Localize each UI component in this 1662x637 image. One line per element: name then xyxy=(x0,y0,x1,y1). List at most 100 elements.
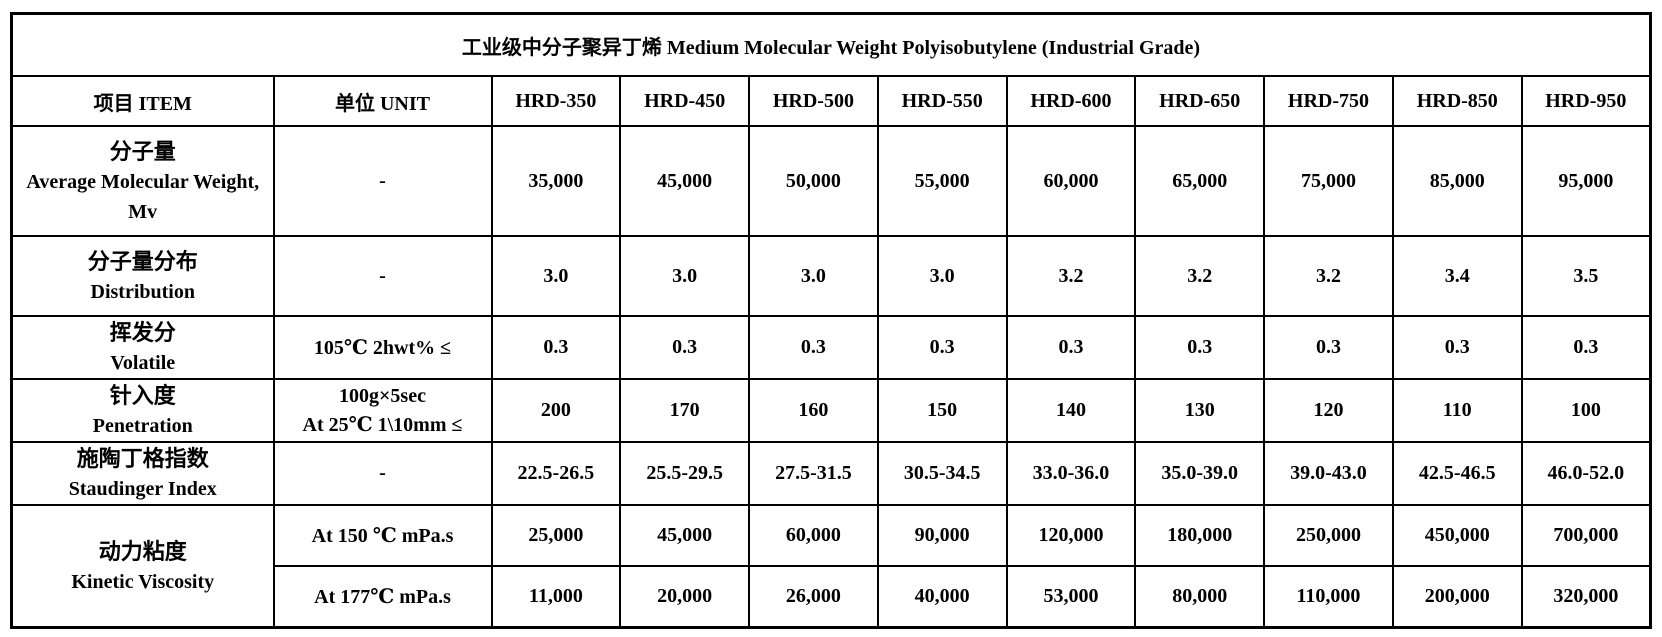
value-cell: 65,000 xyxy=(1134,125,1266,237)
value-cell: 160 xyxy=(748,378,879,443)
item-label-zh: 挥发分 xyxy=(109,320,176,345)
item-label-zh: 针入度 xyxy=(109,383,176,408)
value-cell: 3.2 xyxy=(1005,235,1137,317)
item-label-en: Average Molecular Weight, xyxy=(26,170,260,193)
value-cell: 3.4 xyxy=(1391,235,1523,317)
unit-cell: - xyxy=(272,125,493,237)
value-cell: 120,000 xyxy=(1005,504,1137,567)
item-cell: 分子量 Average Molecular Weight, Mv xyxy=(10,125,275,237)
col-header-grade-hrd650: HRD-650 xyxy=(1134,75,1266,127)
value-cell: 0.3 xyxy=(748,315,879,380)
row-penetration: 针入度 Penetration 100g×5sec At 25℃ 1\10mm … xyxy=(10,378,1652,443)
value-cell: 180,000 xyxy=(1134,504,1266,567)
value-cell: 45,000 xyxy=(619,125,751,237)
value-cell: 30.5-34.5 xyxy=(876,441,1008,506)
row-kinetic-viscosity-177: At 177℃ mPa.s 11,000 20,000 26,000 40,00… xyxy=(12,565,1652,629)
value-cell: 60,000 xyxy=(748,504,879,567)
value-cell: 3.5 xyxy=(1520,235,1652,317)
row-staudinger-index: 施陶丁格指数 Staudinger Index - 22.5-26.5 25.5… xyxy=(10,441,1652,506)
table-title: 工业级中分子聚异丁烯 Medium Molecular Weight Polyi… xyxy=(10,12,1652,77)
value-cell: 46.0-52.0 xyxy=(1520,441,1652,506)
item-cell: 挥发分 Volatile xyxy=(10,315,275,380)
col-header-grade-hrd450: HRD-450 xyxy=(619,75,751,127)
value-cell: 85,000 xyxy=(1391,125,1523,237)
value-cell: 3.2 xyxy=(1263,235,1394,317)
row-distribution: 分子量分布 Distribution - 3.0 3.0 3.0 3.0 3.2… xyxy=(10,235,1652,317)
value-cell: 120 xyxy=(1263,378,1394,443)
value-cell: 33.0-36.0 xyxy=(1005,441,1137,506)
value-cell: 26,000 xyxy=(748,565,879,629)
value-cell: 39.0-43.0 xyxy=(1263,441,1394,506)
value-cell: 0.3 xyxy=(619,315,751,380)
item-cell: 施陶丁格指数 Staudinger Index xyxy=(10,441,275,506)
col-header-grade-hrd600: HRD-600 xyxy=(1005,75,1137,127)
item-label-zh: 施陶丁格指数 xyxy=(76,446,209,471)
value-cell: 150 xyxy=(876,378,1008,443)
value-cell: 50,000 xyxy=(748,125,879,237)
value-cell: 140 xyxy=(1005,378,1137,443)
row-kinetic-viscosity-150: 动力粘度 Kinetic Viscosity At 150 ℃ mPa.s 25… xyxy=(10,504,1652,629)
item-cell-kinetic-viscosity: 动力粘度 Kinetic Viscosity xyxy=(10,504,275,629)
value-cell: 42.5-46.5 xyxy=(1391,441,1523,506)
col-header-grade-hrd550: HRD-550 xyxy=(876,75,1008,127)
value-cell: 80,000 xyxy=(1134,565,1266,629)
value-cell: 170 xyxy=(619,378,751,443)
value-cell: 130 xyxy=(1134,378,1266,443)
item-label-zh: 动力粘度 xyxy=(98,538,187,564)
value-cell: 250,000 xyxy=(1263,504,1394,567)
item-label-en: Distribution xyxy=(90,280,195,303)
value-cell: 100 xyxy=(1520,378,1652,443)
col-header-grade-hrd350: HRD-350 xyxy=(490,75,622,127)
unit-cell: At 177℃ mPa.s xyxy=(272,565,493,629)
value-cell: 0.3 xyxy=(490,315,622,380)
col-header-grade-hrd850: HRD-850 xyxy=(1391,75,1523,127)
unit-cell: 105℃ 2hwt% ≤ xyxy=(272,315,493,380)
col-header-grade-hrd950: HRD-950 xyxy=(1520,75,1652,127)
value-cell: 11,000 xyxy=(490,565,622,629)
unit-line-1: 100g×5sec xyxy=(339,384,426,407)
col-header-unit: 单位 UNIT xyxy=(272,75,493,127)
value-cell: 320,000 xyxy=(1520,565,1652,629)
unit-cell: At 150 ℃ mPa.s xyxy=(272,504,493,567)
value-cell: 110 xyxy=(1391,378,1523,443)
value-cell: 450,000 xyxy=(1391,504,1523,567)
value-cell: 90,000 xyxy=(876,504,1008,567)
value-cell: 35.0-39.0 xyxy=(1134,441,1266,506)
value-cell: 3.0 xyxy=(490,235,622,317)
value-cell: 0.3 xyxy=(876,315,1008,380)
value-cell: 200,000 xyxy=(1391,565,1523,629)
item-label-en: Staudinger Index xyxy=(68,478,217,500)
item-label-zh: 分子量分布 xyxy=(87,248,198,274)
value-cell: 35,000 xyxy=(490,125,622,237)
value-cell: 700,000 xyxy=(1520,504,1652,567)
value-cell: 25.5-29.5 xyxy=(619,441,751,506)
value-cell: 45,000 xyxy=(619,504,751,567)
value-cell: 40,000 xyxy=(876,565,1008,629)
value-cell: 27.5-31.5 xyxy=(748,441,879,506)
value-cell: 0.3 xyxy=(1520,315,1652,380)
polyisobutylene-spec-table: 工业级中分子聚异丁烯 Medium Molecular Weight Polyi… xyxy=(10,12,1652,629)
col-header-grade-hrd500: HRD-500 xyxy=(748,75,879,127)
item-label-en: Volatile xyxy=(110,352,176,374)
value-cell: 20,000 xyxy=(619,565,751,629)
value-cell: 60,000 xyxy=(1005,125,1137,237)
col-header-grade-hrd750: HRD-750 xyxy=(1263,75,1394,127)
item-cell: 针入度 Penetration xyxy=(10,378,275,443)
value-cell: 53,000 xyxy=(1005,565,1137,629)
value-cell: 95,000 xyxy=(1520,125,1652,237)
value-cell: 25,000 xyxy=(490,504,622,567)
value-cell: 3.2 xyxy=(1134,235,1266,317)
item-label-en2: Mv xyxy=(128,200,158,223)
unit-line-2: At 25℃ 1\10mm ≤ xyxy=(302,413,463,436)
value-cell: 75,000 xyxy=(1263,125,1394,237)
value-cell: 0.3 xyxy=(1005,315,1137,380)
value-cell: 0.3 xyxy=(1263,315,1394,380)
title-row: 工业级中分子聚异丁烯 Medium Molecular Weight Polyi… xyxy=(10,12,1652,77)
value-cell: 200 xyxy=(490,378,622,443)
item-label-en: Kinetic Viscosity xyxy=(71,570,215,593)
unit-cell: 100g×5sec At 25℃ 1\10mm ≤ xyxy=(272,378,493,443)
item-label-en: Penetration xyxy=(92,415,193,437)
unit-cell: - xyxy=(272,441,493,506)
row-volatile: 挥发分 Volatile 105℃ 2hwt% ≤ 0.3 0.3 0.3 0.… xyxy=(10,315,1652,380)
item-cell: 分子量分布 Distribution xyxy=(10,235,275,317)
